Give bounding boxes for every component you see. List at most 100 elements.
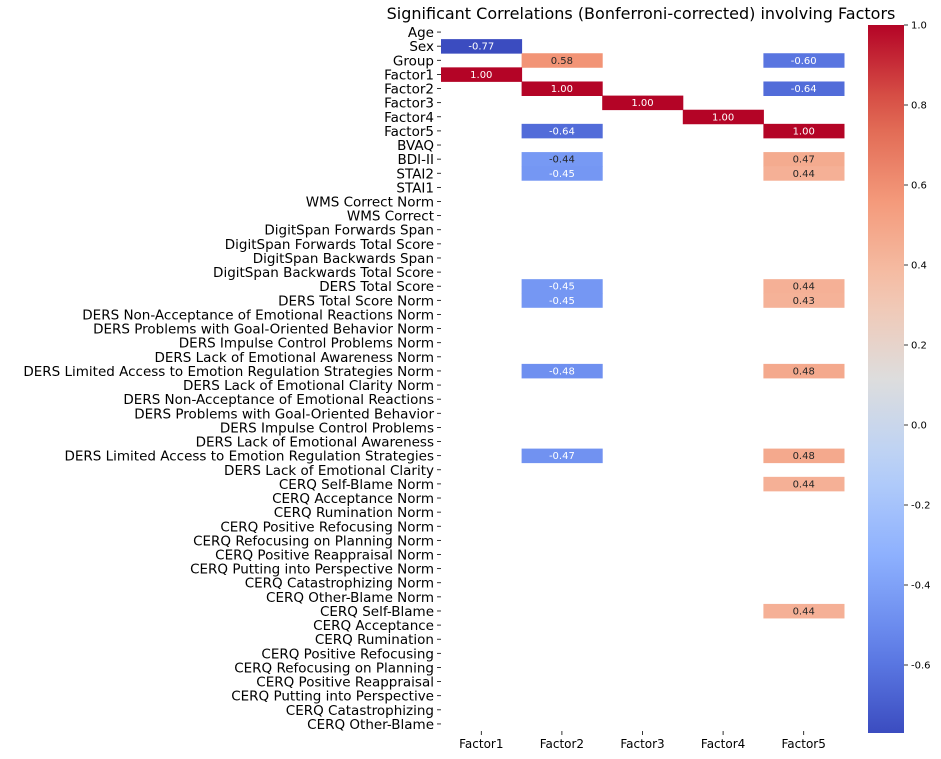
heatmap-cell <box>521 123 603 139</box>
row-label: DERS Problems with Goal-Oriented Behavio… <box>134 406 434 422</box>
row-label: WMS Correct <box>347 209 434 225</box>
heatmap-cells: -0.77 0.58 -0.60 1.00 1.00 -0.64 1.00 1.00 -0.64… <box>441 39 845 619</box>
cell-value-label: -0.45 <box>549 296 575 307</box>
row-label: CERQ Putting into Perspective Norm <box>190 562 434 578</box>
heatmap-cell <box>763 476 845 492</box>
heatmap-cell <box>521 363 603 379</box>
colorbar-tick-label: 0.0 <box>911 421 927 432</box>
heatmap-cell <box>521 448 603 464</box>
cell-value-label: -0.77 <box>468 42 494 53</box>
column-label: Factor2 <box>540 737 584 751</box>
row-label: DERS Lack of Emotional Clarity Norm <box>183 378 434 394</box>
heatmap-cell <box>521 293 603 308</box>
colorbar-tick-label: 1.0 <box>911 21 927 32</box>
heatmap-cell <box>763 166 845 181</box>
colorbar-tick-label: 0.6 <box>911 181 927 192</box>
cell-value-label: -0.64 <box>549 126 575 137</box>
colorbar-gradient <box>868 25 904 733</box>
row-label: CERQ Self-Blame Norm <box>279 477 434 493</box>
row-label: DigitSpan Forwards Total Score <box>225 237 434 253</box>
heatmap-cell <box>682 109 764 125</box>
colorbar-tick-label: -0.6 <box>911 661 931 672</box>
row-label: Sex <box>409 39 434 55</box>
row-label: DERS Non-Acceptance of Emotional Reactio… <box>82 307 434 323</box>
cell-value-label: 0.44 <box>793 479 815 490</box>
row-label: Group <box>393 53 434 69</box>
row-label: CERQ Acceptance Norm <box>272 491 434 507</box>
heatmap-cell <box>521 152 603 167</box>
row-label: Factor4 <box>384 110 434 126</box>
row-label: CERQ Other-Blame <box>307 717 434 733</box>
column-label: Factor1 <box>459 737 503 751</box>
heatmap-cell <box>763 293 845 308</box>
row-label: BVAQ <box>397 138 434 154</box>
row-label: DERS Limited Access to Emotion Regulatio… <box>64 449 434 465</box>
heatmap-cell <box>763 448 845 464</box>
heatmap-cell <box>521 81 603 96</box>
row-label: Age <box>408 25 434 41</box>
heatmap-cell <box>763 81 845 96</box>
row-label: DERS Impulse Control Problems <box>220 420 434 436</box>
heatmap-cell <box>763 53 845 68</box>
colorbar-tick-label: -0.4 <box>911 581 931 592</box>
column-label: Factor3 <box>620 737 664 751</box>
column-labels: Factor1 Factor2 Factor3 Factor4 Factor5 <box>459 731 826 751</box>
cell-value-label: -0.45 <box>549 169 575 180</box>
row-label: CERQ Catastrophizing Norm <box>245 576 434 592</box>
cell-value-label: -0.60 <box>791 56 817 67</box>
row-label: WMS Correct Norm <box>306 195 434 211</box>
row-label: CERQ Acceptance <box>313 618 434 634</box>
heatmap-cell <box>763 279 845 294</box>
heatmap-cell <box>763 123 845 139</box>
cell-value-label: 1.00 <box>793 126 815 137</box>
colorbar-tick-label: 0.8 <box>911 101 927 112</box>
row-label: DigitSpan Backwards Span <box>253 251 434 267</box>
row-label: CERQ Rumination Norm <box>274 505 434 521</box>
cell-value-label: -0.45 <box>549 282 575 293</box>
row-label: CERQ Rumination <box>315 632 434 648</box>
row-label: Factor3 <box>384 96 434 112</box>
cell-value-label: -0.47 <box>549 451 575 462</box>
row-label: CERQ Refocusing on Planning Norm <box>193 533 434 549</box>
row-label: DERS Problems with Goal-Oriented Behavio… <box>93 322 434 338</box>
heatmap-cell <box>521 53 603 68</box>
row-label: DigitSpan Backwards Total Score <box>213 265 434 281</box>
cell-value-label: 0.44 <box>793 282 815 293</box>
cell-value-label: -0.44 <box>549 155 575 166</box>
heatmap-cell <box>763 363 845 379</box>
colorbar-tick-label: 0.2 <box>911 341 927 352</box>
cell-value-label: 0.48 <box>793 451 815 462</box>
cell-value-label: -0.48 <box>549 366 575 377</box>
column-label: Factor5 <box>782 737 826 751</box>
heatmap-cell <box>521 279 603 294</box>
row-label: DigitSpan Forwards Span <box>264 223 434 239</box>
chart-title: Significant Correlations (Bonferroni-cor… <box>387 4 896 23</box>
cell-value-label: 0.43 <box>793 296 815 307</box>
heatmap-cell <box>602 95 684 111</box>
row-label: DERS Limited Access to Emotion Regulatio… <box>23 364 434 380</box>
row-label: CERQ Catastrophizing <box>286 703 434 719</box>
cell-value-label: 0.48 <box>793 366 815 377</box>
cell-value-label: 1.00 <box>712 112 734 123</box>
cell-value-label: 1.00 <box>551 84 573 95</box>
row-label: Factor1 <box>384 67 434 83</box>
cell-value-label: -0.64 <box>791 84 817 95</box>
row-label: CERQ Positive Reappraisal Norm <box>215 548 434 564</box>
heatmap-cell <box>441 39 523 54</box>
cell-value-label: 1.00 <box>631 98 653 109</box>
row-label: BDI-II <box>398 152 434 168</box>
cell-value-label: 0.58 <box>551 56 573 67</box>
row-label: DERS Lack of Emotional Clarity <box>224 463 434 479</box>
cell-value-label: 1.00 <box>470 70 492 81</box>
heatmap-cell <box>521 166 603 181</box>
row-label: CERQ Putting into Perspective <box>231 689 434 705</box>
row-label: DERS Impulse Control Problems Norm <box>179 336 434 352</box>
row-label: CERQ Self-Blame <box>320 604 434 620</box>
row-label: STAI2 <box>396 166 434 182</box>
heatmap-cell <box>441 67 523 82</box>
cell-value-label: 0.44 <box>793 606 815 617</box>
row-label: CERQ Refocusing on Planning <box>234 660 434 676</box>
colorbar-tick-label: 0.4 <box>911 261 927 272</box>
row-label: CERQ Positive Refocusing <box>261 646 434 662</box>
